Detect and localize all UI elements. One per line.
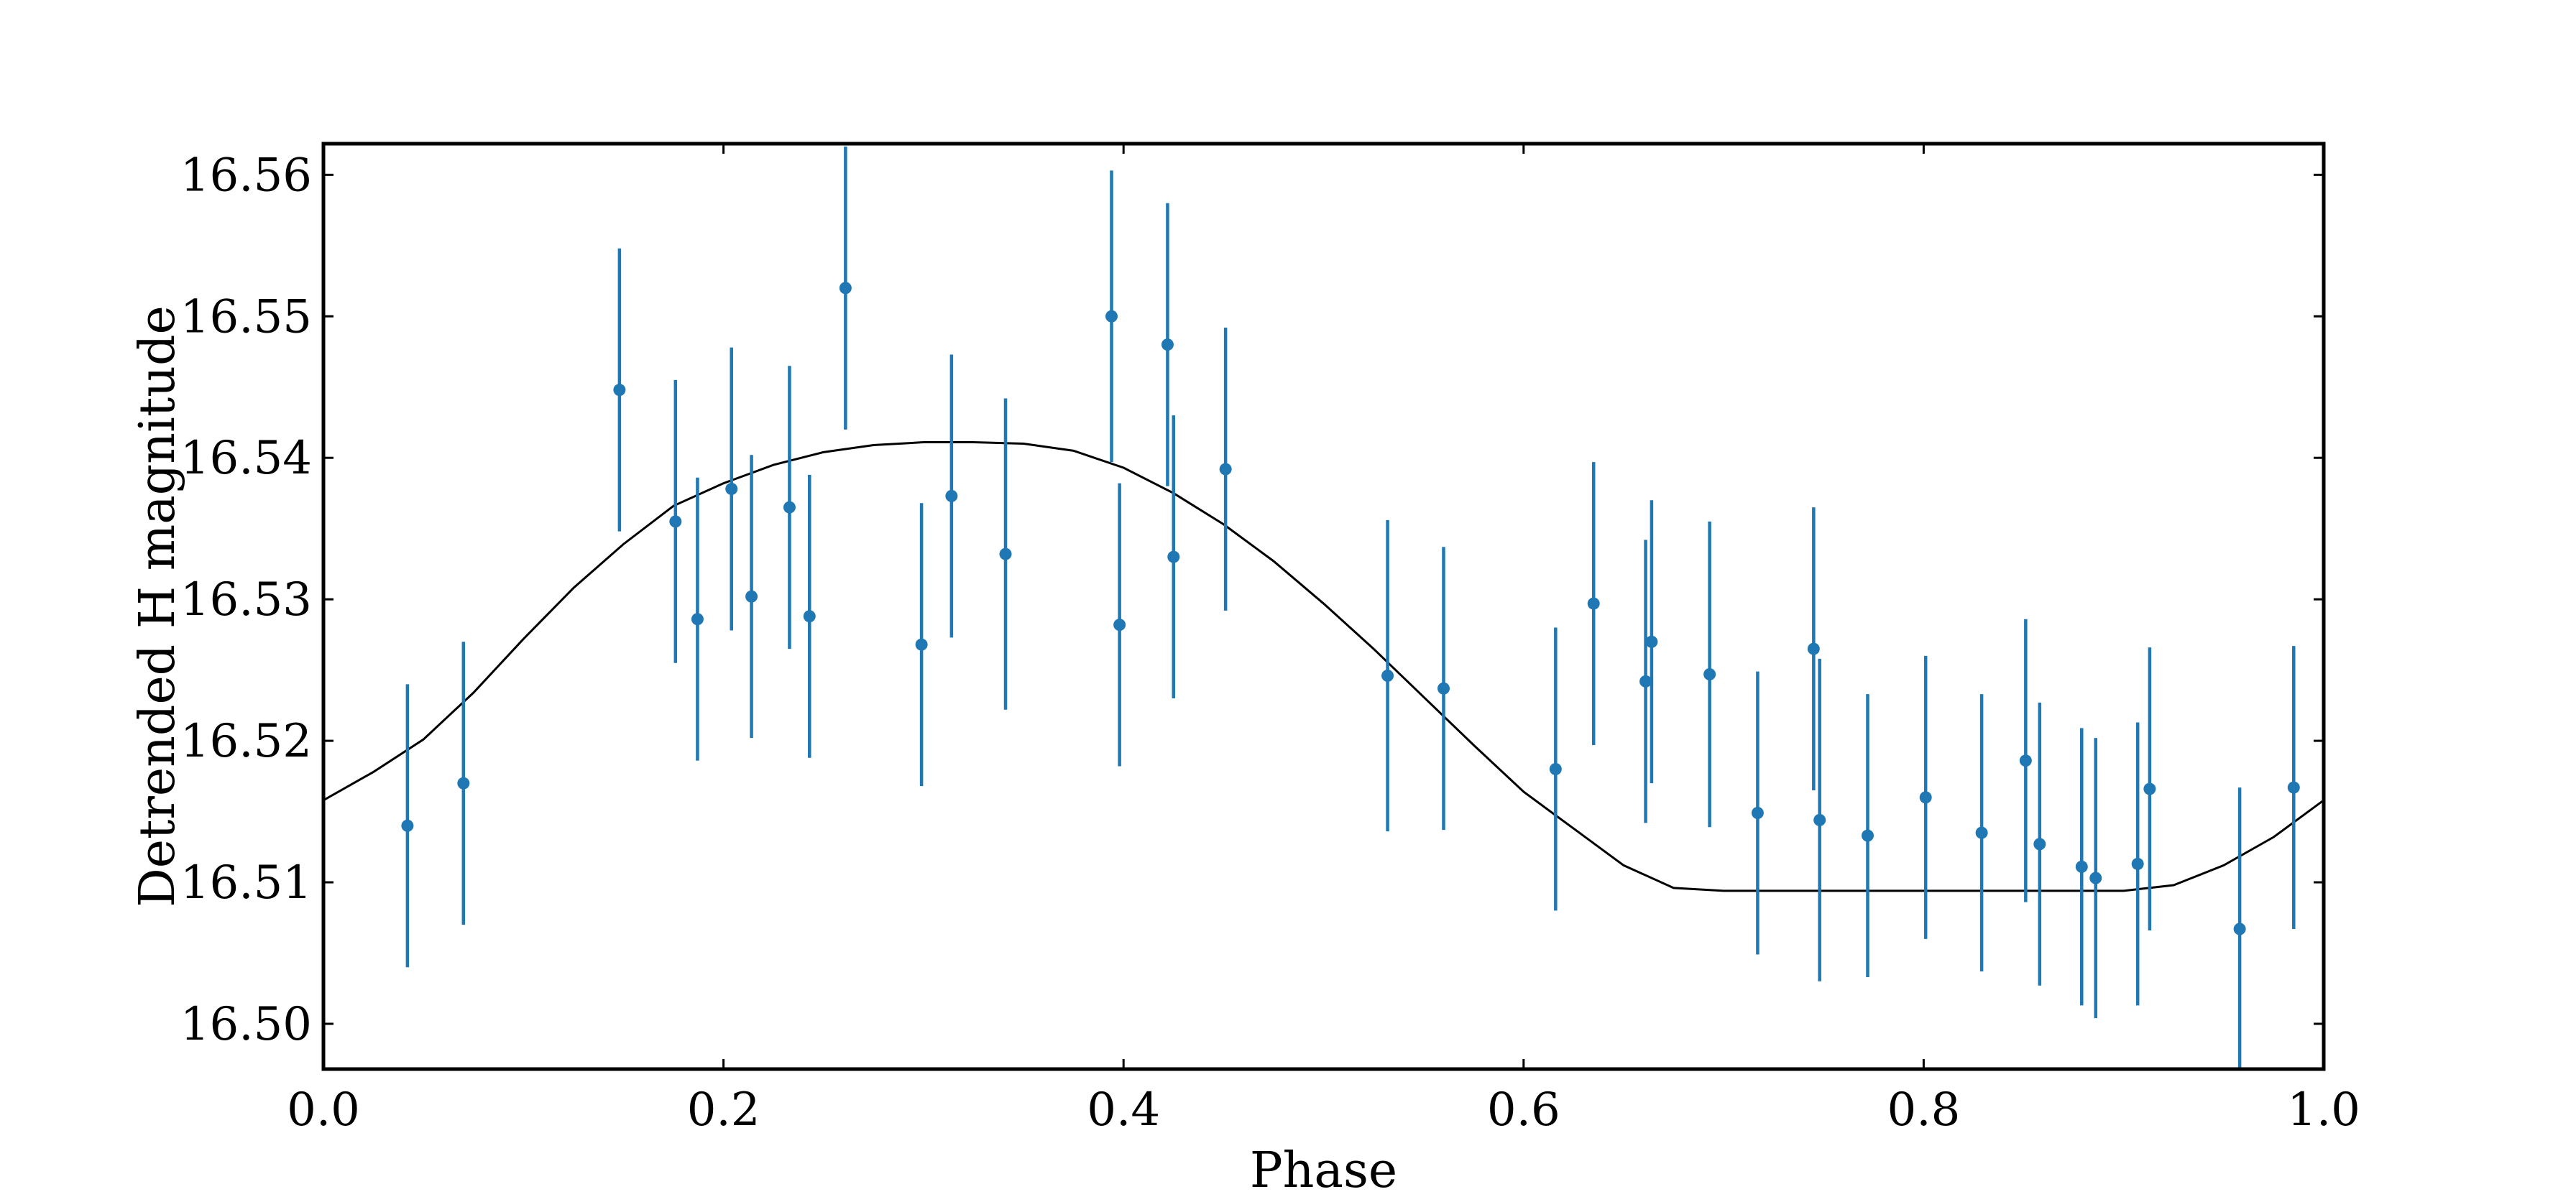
- y-tick-label: 16.51: [180, 856, 312, 910]
- y-axis-label: Detrended H magnitude: [129, 305, 186, 907]
- data-point: [915, 638, 928, 651]
- x-tick-label: 0.2: [687, 1083, 760, 1137]
- y-tick-label: 16.53: [180, 573, 312, 627]
- data-point: [2075, 860, 2088, 873]
- data-point: [1703, 668, 1716, 681]
- data-point: [2033, 838, 2046, 851]
- data-point: [1105, 310, 1118, 323]
- data-point: [2233, 923, 2246, 935]
- data-point: [1645, 635, 1658, 648]
- data-point: [1807, 642, 1820, 655]
- plot-content: [323, 146, 2324, 1069]
- data-point: [1975, 826, 1988, 839]
- x-tick-label: 0.6: [1487, 1083, 1560, 1137]
- data-point: [745, 590, 758, 603]
- data-point: [839, 282, 852, 295]
- data-point: [2131, 857, 2144, 870]
- data-point: [1919, 791, 1932, 804]
- data-point: [401, 819, 414, 832]
- data-point: [1549, 762, 1562, 775]
- data-point: [1113, 619, 1126, 632]
- data-point: [725, 483, 738, 496]
- data-point: [1587, 597, 1600, 610]
- data-point: [1751, 807, 1764, 820]
- data-point: [2287, 781, 2300, 794]
- y-tick-label: 16.55: [180, 290, 312, 343]
- x-tick-label: 1.0: [2287, 1083, 2360, 1137]
- data-point: [2019, 754, 2032, 767]
- axes: 0.0 0.2 0.4 0.6 0.8 1.0 16.50 16.51 16.52 16.53 16…: [180, 142, 2360, 1137]
- data-point: [1167, 550, 1180, 563]
- x-tick-label: 0.0: [287, 1083, 360, 1137]
- x-tick-label: 0.4: [1087, 1083, 1160, 1137]
- data-point: [803, 610, 816, 623]
- x-tick-label: 0.8: [1887, 1083, 1961, 1137]
- data-point: [1813, 813, 1826, 826]
- y-tick-label: 16.52: [180, 715, 312, 768]
- data-point: [457, 777, 470, 790]
- data-point: [1437, 682, 1450, 695]
- y-tick-label: 16.56: [180, 149, 312, 202]
- data-point: [2089, 872, 2102, 884]
- data-point: [945, 489, 958, 502]
- data-point: [691, 613, 704, 626]
- data-point: [1161, 338, 1174, 351]
- y-tick-label: 16.54: [180, 432, 312, 485]
- data-point: [1381, 670, 1394, 683]
- data-point: [999, 547, 1012, 560]
- data-point: [669, 515, 682, 528]
- data-point: [783, 501, 796, 514]
- y-tick-label: 16.50: [180, 998, 312, 1051]
- data-point: [1219, 463, 1232, 476]
- data-point: [1639, 675, 1652, 688]
- x-axis-label: Phase: [1250, 1142, 1397, 1198]
- plot-area: [323, 146, 2324, 1069]
- data-point: [2143, 782, 2156, 795]
- data-point: [613, 384, 626, 397]
- plot-frame: [321, 142, 2326, 1071]
- model-curve: [323, 441, 2324, 892]
- data-point: [1861, 829, 1874, 842]
